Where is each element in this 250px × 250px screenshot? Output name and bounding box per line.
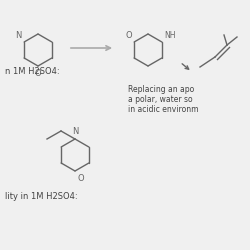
- Text: a polar, water so: a polar, water so: [128, 95, 192, 104]
- Text: N: N: [15, 31, 21, 40]
- Text: O: O: [77, 174, 84, 183]
- Text: O: O: [126, 31, 132, 40]
- Text: NH: NH: [164, 31, 175, 40]
- Text: O: O: [35, 69, 41, 78]
- Text: in acidic environm: in acidic environm: [128, 105, 198, 114]
- Text: N: N: [72, 127, 78, 136]
- Text: Replacing an apo: Replacing an apo: [128, 85, 194, 94]
- Text: lity in 1M H2SO4:: lity in 1M H2SO4:: [5, 192, 78, 201]
- Text: n 1M H2SO4:: n 1M H2SO4:: [5, 67, 60, 76]
